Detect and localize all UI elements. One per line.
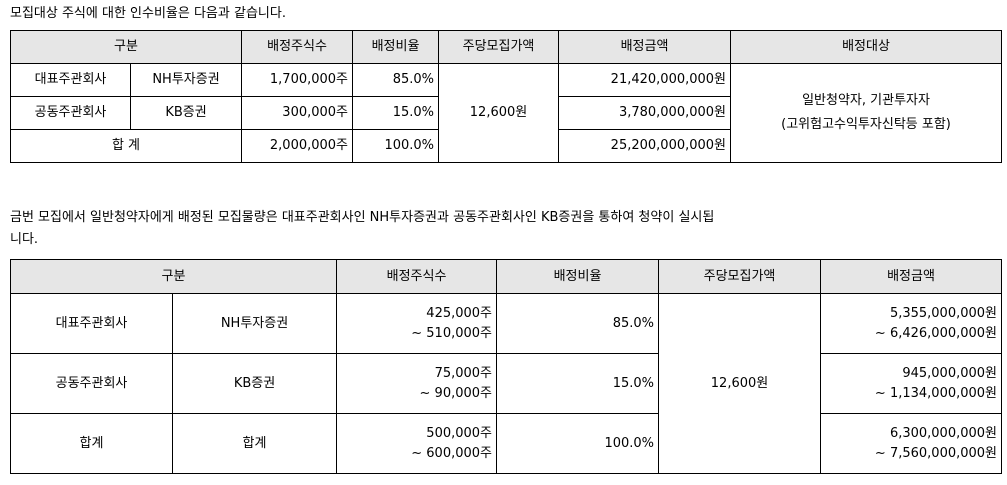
row-firm: KB증권	[171, 353, 338, 414]
row-shares: 425,000주 ~ 510,000주	[336, 293, 498, 354]
price-cell: 12,600원	[658, 293, 822, 474]
row-ratio: 15.0%	[496, 353, 660, 414]
header-amount: 배정금액	[558, 30, 732, 64]
header-price: 주당모집가액	[658, 259, 822, 294]
shares-max: ~ 90,000주	[419, 385, 493, 401]
row-firm: NH투자증권	[129, 63, 243, 97]
intro-text-2-line-2: 니다.	[10, 232, 39, 247]
table-row: 대표주관회사 NH투자증권 1,700,000주 85.0% 12,600원 2…	[10, 63, 1003, 163]
price-cell: 12,600원	[438, 63, 560, 163]
row-category: 대표주관회사	[10, 63, 131, 97]
row-amount: 945,000,000원 ~ 1,134,000,000원	[820, 353, 1003, 414]
allocation-table-1: 구분 배정주식수 배정비율 주당모집가액 배정금액 배정대상 대표주관회사 NH…	[9, 30, 1003, 163]
row-category: 공동주관회사	[10, 96, 131, 130]
amount-max: ~ 7,560,000,000원	[874, 445, 998, 461]
shares-min: 425,000주	[426, 305, 493, 321]
header-ratio: 배정비율	[352, 30, 440, 64]
header-category: 구분	[9, 259, 338, 294]
shares-min: 75,000주	[434, 365, 493, 381]
header-amount: 배정금액	[820, 259, 1003, 294]
row-ratio: 85.0%	[496, 293, 660, 354]
amount-min: 6,300,000,000원	[889, 425, 998, 441]
row-shares: 500,000주 ~ 600,000주	[336, 413, 498, 474]
row-category: 공동주관회사	[10, 353, 173, 414]
table-row: 공동주관회사 KB증권 75,000주 ~ 90,000주 15.0% 945,…	[10, 353, 1003, 414]
header-target: 배정대상	[730, 30, 1003, 64]
row-category: 합계	[10, 413, 173, 474]
header-shares: 배정주식수	[241, 30, 354, 64]
header-category: 구분	[9, 30, 243, 64]
row-amount: 5,355,000,000원 ~ 6,426,000,000원	[820, 293, 1003, 354]
row-category: 대표주관회사	[10, 293, 173, 354]
table-total-row: 합계 합계 500,000주 ~ 600,000주 100.0% 6,300,0…	[10, 413, 1003, 474]
table-row: 대표주관회사 NH투자증권 425,000주 ~ 510,000주 85.0% …	[10, 293, 1003, 474]
row-amount: 21,420,000,000원	[558, 63, 732, 97]
header-ratio: 배정비율	[496, 259, 660, 294]
target-line-2: (고위험고수익투자신탁등 포함)	[781, 117, 951, 132]
shares-max: ~ 510,000주	[411, 325, 493, 341]
row-shares: 1,700,000주	[241, 63, 354, 97]
table1-header-row: 구분 배정주식수 배정비율 주당모집가액 배정금액 배정대상	[9, 30, 1003, 64]
intro-text-1: 모집대상 주식에 대한 인수비율은 다음과 같습니다.	[10, 6, 286, 21]
shares-min: 500,000주	[426, 425, 493, 441]
shares-max: ~ 600,000주	[411, 445, 493, 461]
table2-header-row: 구분 배정주식수 배정비율 주당모집가액 배정금액	[9, 259, 1003, 294]
total-label: 합 계	[9, 129, 243, 163]
amount-max: ~ 1,134,000,000원	[874, 385, 998, 401]
allocation-table-2: 구분 배정주식수 배정비율 주당모집가액 배정금액 대표주관회사 NH투자증권 …	[9, 259, 1003, 474]
row-amount: 3,780,000,000원	[558, 96, 732, 130]
amount-min: 945,000,000원	[902, 365, 998, 381]
row-firm: NH투자증권	[171, 293, 338, 354]
row-shares: 300,000주	[241, 96, 354, 130]
row-amount: 6,300,000,000원 ~ 7,560,000,000원	[820, 413, 1003, 474]
row-shares: 75,000주 ~ 90,000주	[336, 353, 498, 414]
total-amount: 25,200,000,000원	[558, 129, 732, 163]
amount-max: ~ 6,426,000,000원	[874, 325, 998, 341]
header-price: 주당모집가액	[438, 30, 560, 64]
table-total-row: 합 계 2,000,000주 100.0% 25,200,000,000원	[9, 129, 1002, 163]
row-firm: KB증권	[129, 96, 243, 130]
total-shares: 2,000,000주	[241, 129, 354, 163]
header-shares: 배정주식수	[336, 259, 498, 294]
row-ratio: 85.0%	[352, 63, 440, 97]
row-ratio: 15.0%	[352, 96, 440, 130]
row-ratio: 100.0%	[496, 413, 660, 474]
amount-min: 5,355,000,000원	[889, 305, 998, 321]
target-line-1: 일반청약자, 기관투자자	[802, 93, 930, 108]
intro-text-2-line-1: 금번 모집에서 일반청약자에게 배정된 모집물량은 대표주관회사인 NH투자증권…	[10, 210, 715, 225]
table-row: 공동주관회사 KB증권 300,000주 15.0% 3,780,000,000…	[10, 96, 1002, 130]
total-ratio: 100.0%	[352, 129, 440, 163]
target-cell: 일반청약자, 기관투자자 (고위험고수익투자신탁등 포함)	[730, 63, 1003, 163]
row-firm: 합계	[171, 413, 338, 474]
intro-text-2: 금번 모집에서 일반청약자에게 배정된 모집물량은 대표주관회사인 NH투자증권…	[10, 207, 714, 251]
